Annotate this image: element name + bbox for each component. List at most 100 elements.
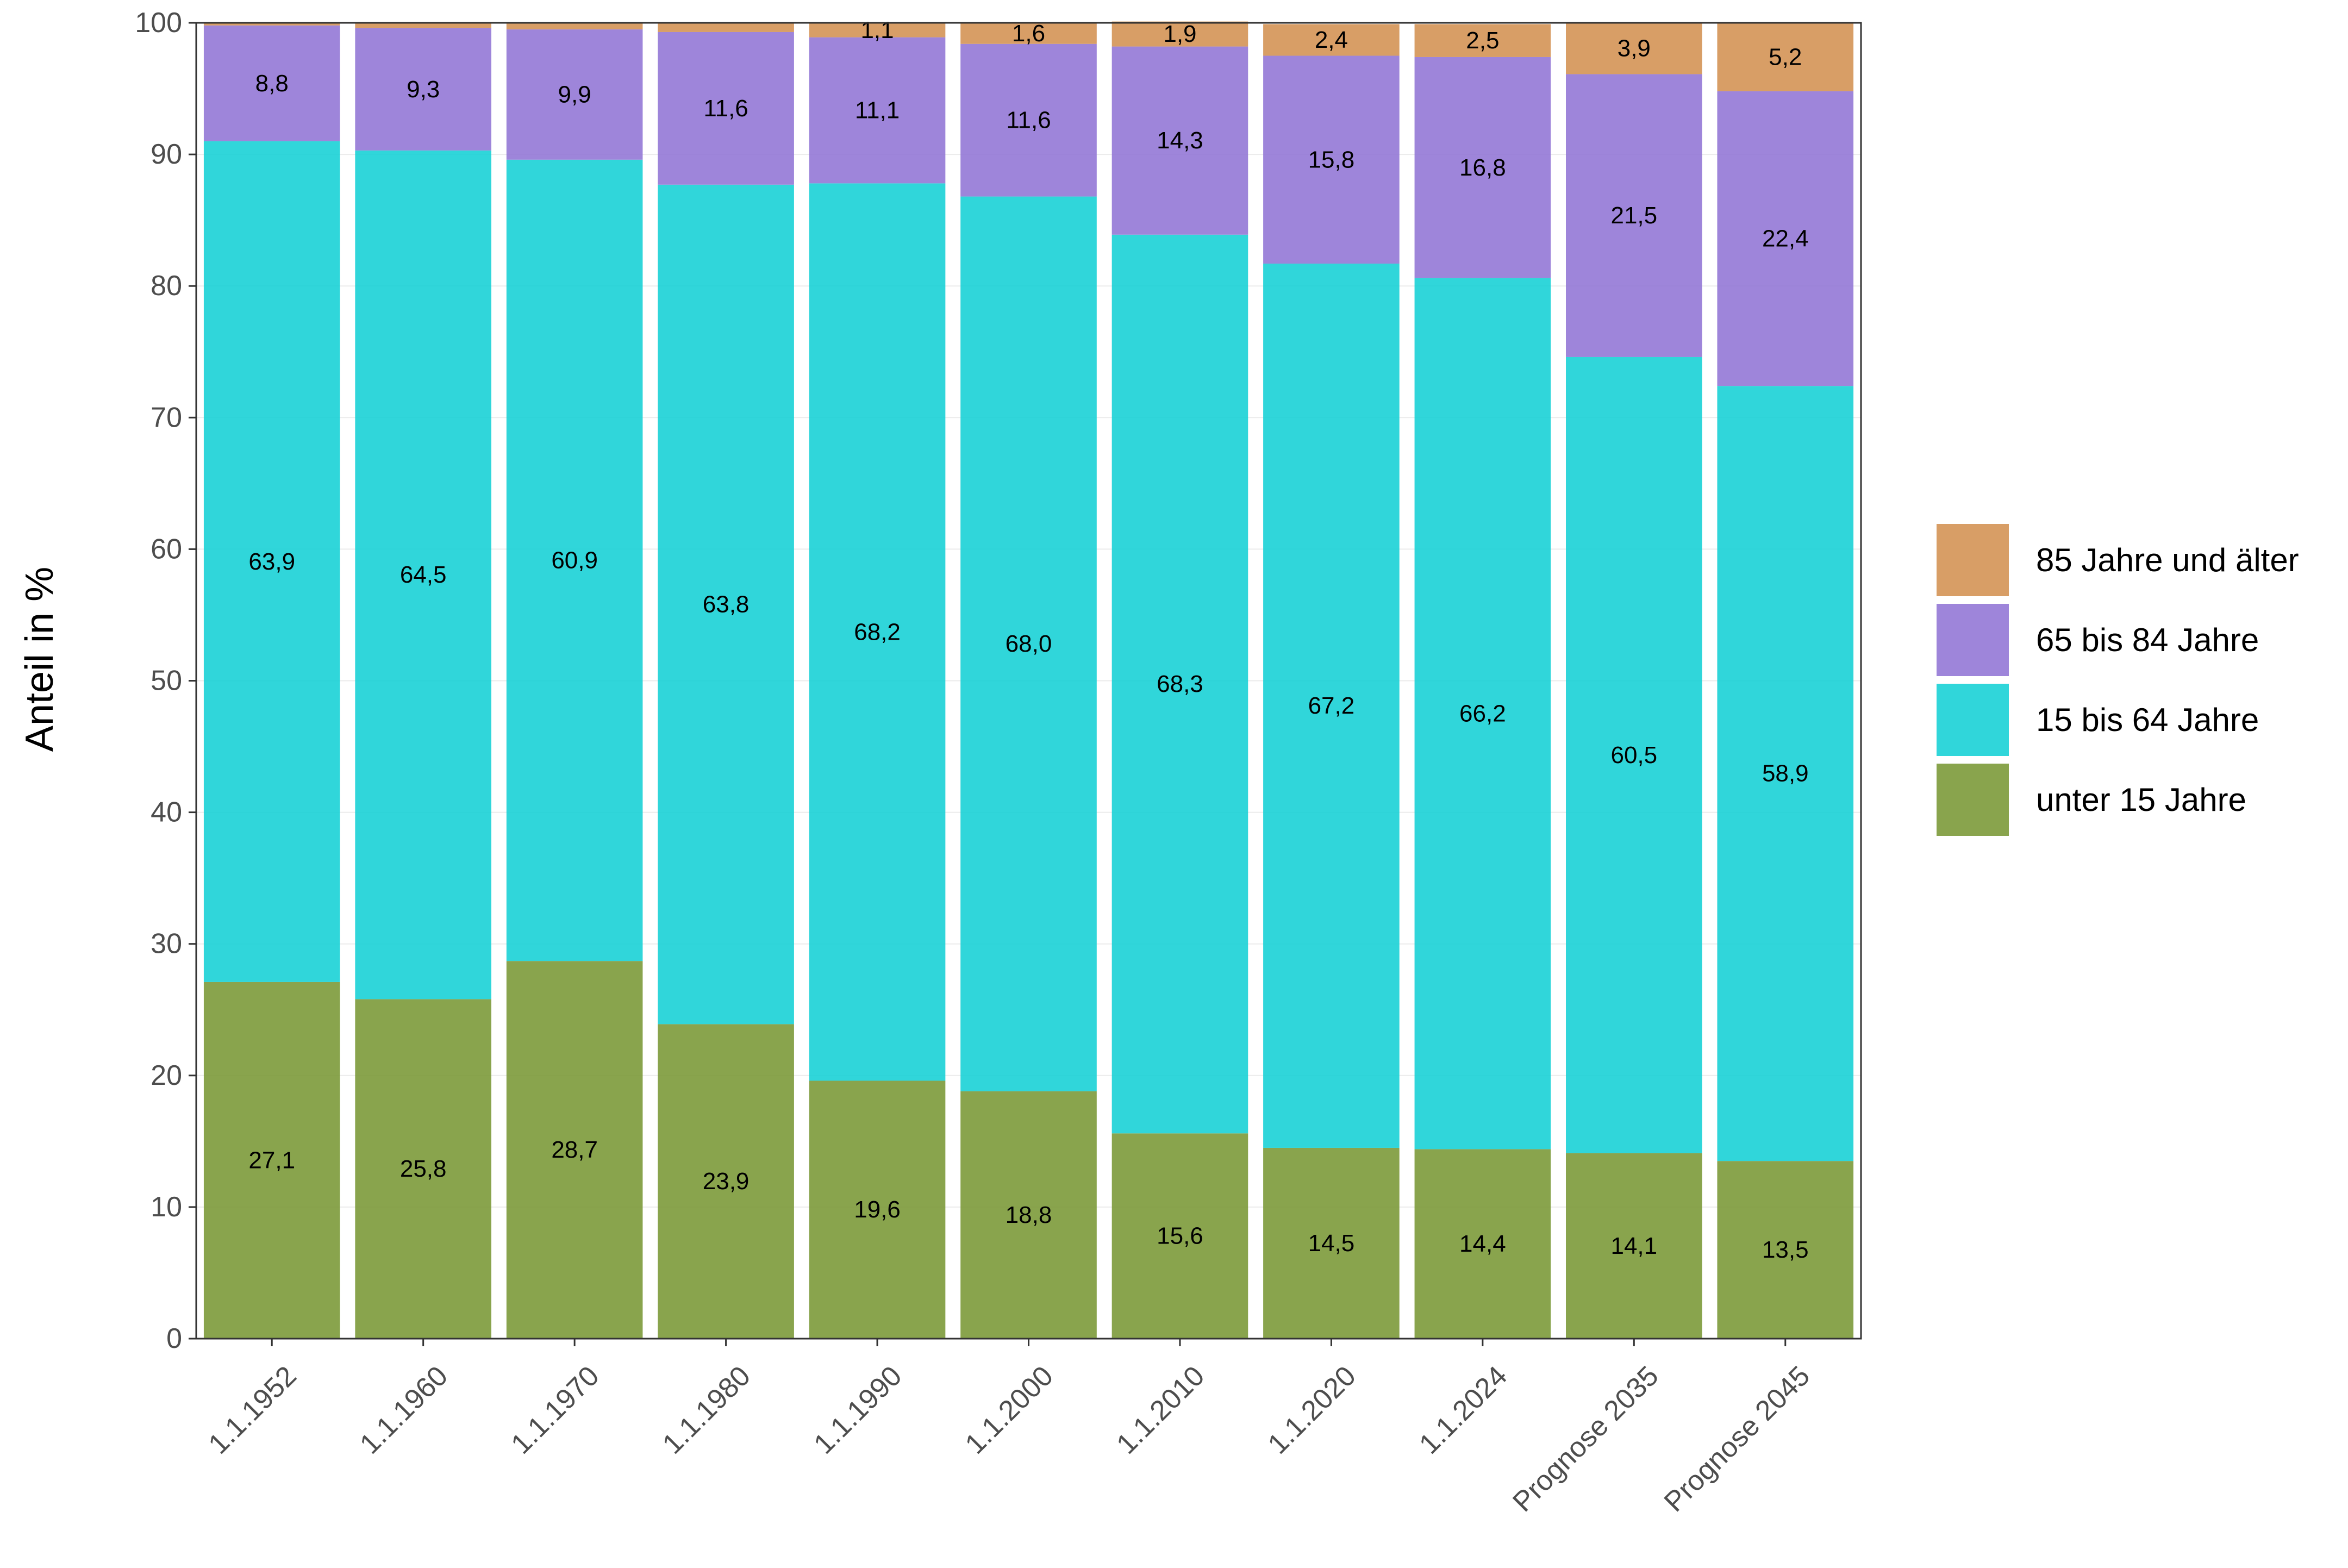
bar-1.1.2010-series-0 [1111, 1133, 1248, 1339]
bar-1.1.1960-series-0 [355, 999, 491, 1339]
x-tick-label: 1.1.2010 [1110, 1360, 1210, 1460]
bar-Prognose-2045-series-1 [1717, 386, 1854, 1161]
x-tick-label: 1.1.1970 [505, 1360, 605, 1460]
bar-1.1.1980-series-0 [658, 1024, 794, 1339]
data-label: 60,9 [551, 547, 598, 573]
bar-1.1.1952-series-3 [203, 23, 340, 26]
x-tick-label: 1.1.1980 [657, 1360, 757, 1460]
data-label: 66,2 [1459, 701, 1506, 727]
bar-1.1.1970-series-0 [506, 961, 643, 1339]
data-label: 1,1 [860, 17, 894, 43]
data-label: 60,5 [1610, 742, 1657, 769]
data-label: 18,8 [1006, 1202, 1052, 1228]
bar-1.1.2020-series-3 [1263, 24, 1400, 56]
bar-1.1.2024-series-2 [1414, 57, 1551, 278]
bar-1.1.2020-series-2 [1263, 55, 1400, 264]
data-label: 2,4 [1315, 27, 1348, 53]
data-label: 14,5 [1308, 1230, 1355, 1257]
data-label: 9,3 [407, 76, 440, 103]
bar-1.1.1970-series-1 [506, 159, 643, 961]
legend-label: 15 bis 64 Jahre [2036, 702, 2259, 738]
bar-1.1.1970-series-3 [506, 23, 643, 30]
data-label: 19,6 [854, 1196, 901, 1223]
bar-1.1.1990-series-3 [809, 23, 946, 38]
y-tick-label: 80 [151, 270, 182, 302]
data-label: 15,6 [1157, 1223, 1203, 1250]
bar-1.1.2024-series-0 [1414, 1149, 1551, 1339]
data-label: 3,9 [1618, 35, 1651, 62]
data-label: 25,8 [400, 1155, 447, 1182]
y-tick-label: 40 [151, 797, 182, 828]
bar-Prognose-2045-series-2 [1717, 91, 1854, 386]
x-tick-label: 1.1.1952 [203, 1360, 303, 1460]
data-label: 23,9 [703, 1168, 750, 1195]
data-label: 27,1 [248, 1147, 295, 1173]
data-labels: 27,1 63,9 8,8 25,8 64,5 9,3 28,7 60,9 9,9 23,9 63,… [248, 17, 1808, 1263]
data-label: 68,0 [1006, 630, 1052, 657]
legend-label: 65 bis 84 Jahre [2036, 622, 2259, 658]
legend-label: unter 15 Jahre [2036, 782, 2246, 818]
bar-1.1.1980-series-2 [658, 32, 794, 185]
bar-1.1.1990-series-1 [809, 183, 946, 1081]
bar-Prognose-2035-series-1 [1566, 357, 1702, 1153]
data-label: 11,6 [1006, 107, 1051, 134]
data-label: 2,5 [1466, 27, 1499, 54]
data-label: 1,9 [1163, 21, 1196, 47]
data-label: 64,5 [400, 561, 447, 588]
bar-1.1.2010-series-3 [1111, 21, 1248, 47]
bar-1.1.1952-series-0 [203, 982, 340, 1339]
data-label: 67,2 [1308, 692, 1355, 719]
bar-Prognose-2035-series-0 [1566, 1153, 1702, 1339]
bar-1.1.1980-series-1 [658, 184, 794, 1024]
bar-Prognose-2035-series-3 [1566, 23, 1702, 74]
bar-1.1.1990-series-2 [809, 37, 946, 184]
bar-1.1.2020-series-0 [1263, 1147, 1400, 1339]
y-tick-label: 0 [166, 1323, 182, 1354]
y-tick-label: 100 [135, 7, 182, 39]
bar-1.1.2010-series-2 [1111, 46, 1248, 235]
legend-key-2 [1937, 684, 2009, 756]
data-label: 21,5 [1610, 202, 1657, 229]
bar-1.1.2024-series-1 [1414, 278, 1551, 1150]
bar-1.1.1960-series-1 [355, 150, 491, 999]
data-label: 63,9 [248, 548, 295, 575]
data-label: 16,8 [1459, 154, 1506, 181]
bar-1.1.1970-series-2 [506, 29, 643, 160]
bar-1.1.2000-series-0 [960, 1091, 1097, 1339]
x-tick-label: 1.1.2020 [1262, 1360, 1362, 1460]
data-label: 8,8 [255, 70, 289, 97]
data-label: 14,4 [1459, 1230, 1506, 1257]
data-label: 9,9 [558, 81, 591, 108]
legend-key-0 [1937, 524, 2009, 596]
bar-1.1.1952-series-2 [203, 25, 340, 141]
bar-Prognose-2045-series-3 [1717, 23, 1854, 91]
data-label: 58,9 [1762, 760, 1809, 787]
y-tick-label: 50 [151, 665, 182, 697]
data-label: 22,4 [1762, 226, 1809, 252]
bar-1.1.1990-series-0 [809, 1080, 946, 1339]
y-tick-label: 70 [151, 402, 182, 433]
legend-label: 85 Jahre und älter [2036, 542, 2299, 578]
data-label: 11,1 [855, 97, 900, 123]
bar-1.1.1952-series-1 [203, 141, 340, 982]
legend-key-3 [1937, 764, 2009, 836]
y-tick-label: 90 [151, 139, 182, 170]
x-tick-label: Prognose 2045 [1658, 1360, 1816, 1517]
data-label: 11,6 [703, 95, 748, 122]
x-tick-label: Prognose 2035 [1507, 1360, 1664, 1517]
x-tick-label: 1.1.2000 [959, 1360, 1059, 1460]
data-label: 63,8 [703, 591, 750, 618]
data-label: 14,3 [1157, 127, 1203, 154]
bar-1.1.2000-series-3 [960, 23, 1097, 44]
bar-1.1.2024-series-3 [1414, 24, 1551, 57]
legend: 85 Jahre und älter 65 bis 84 Jahre 15 bis … [1937, 524, 2299, 836]
bar-1.1.1960-series-2 [355, 28, 491, 151]
data-label: 15,8 [1308, 146, 1355, 173]
bar-Prognose-2045-series-0 [1717, 1161, 1854, 1339]
bar-Prognose-2035-series-2 [1566, 74, 1702, 357]
bar-1.1.1960-series-3 [355, 23, 491, 28]
data-label: 5,2 [1769, 43, 1802, 70]
data-label: 13,5 [1762, 1236, 1809, 1263]
